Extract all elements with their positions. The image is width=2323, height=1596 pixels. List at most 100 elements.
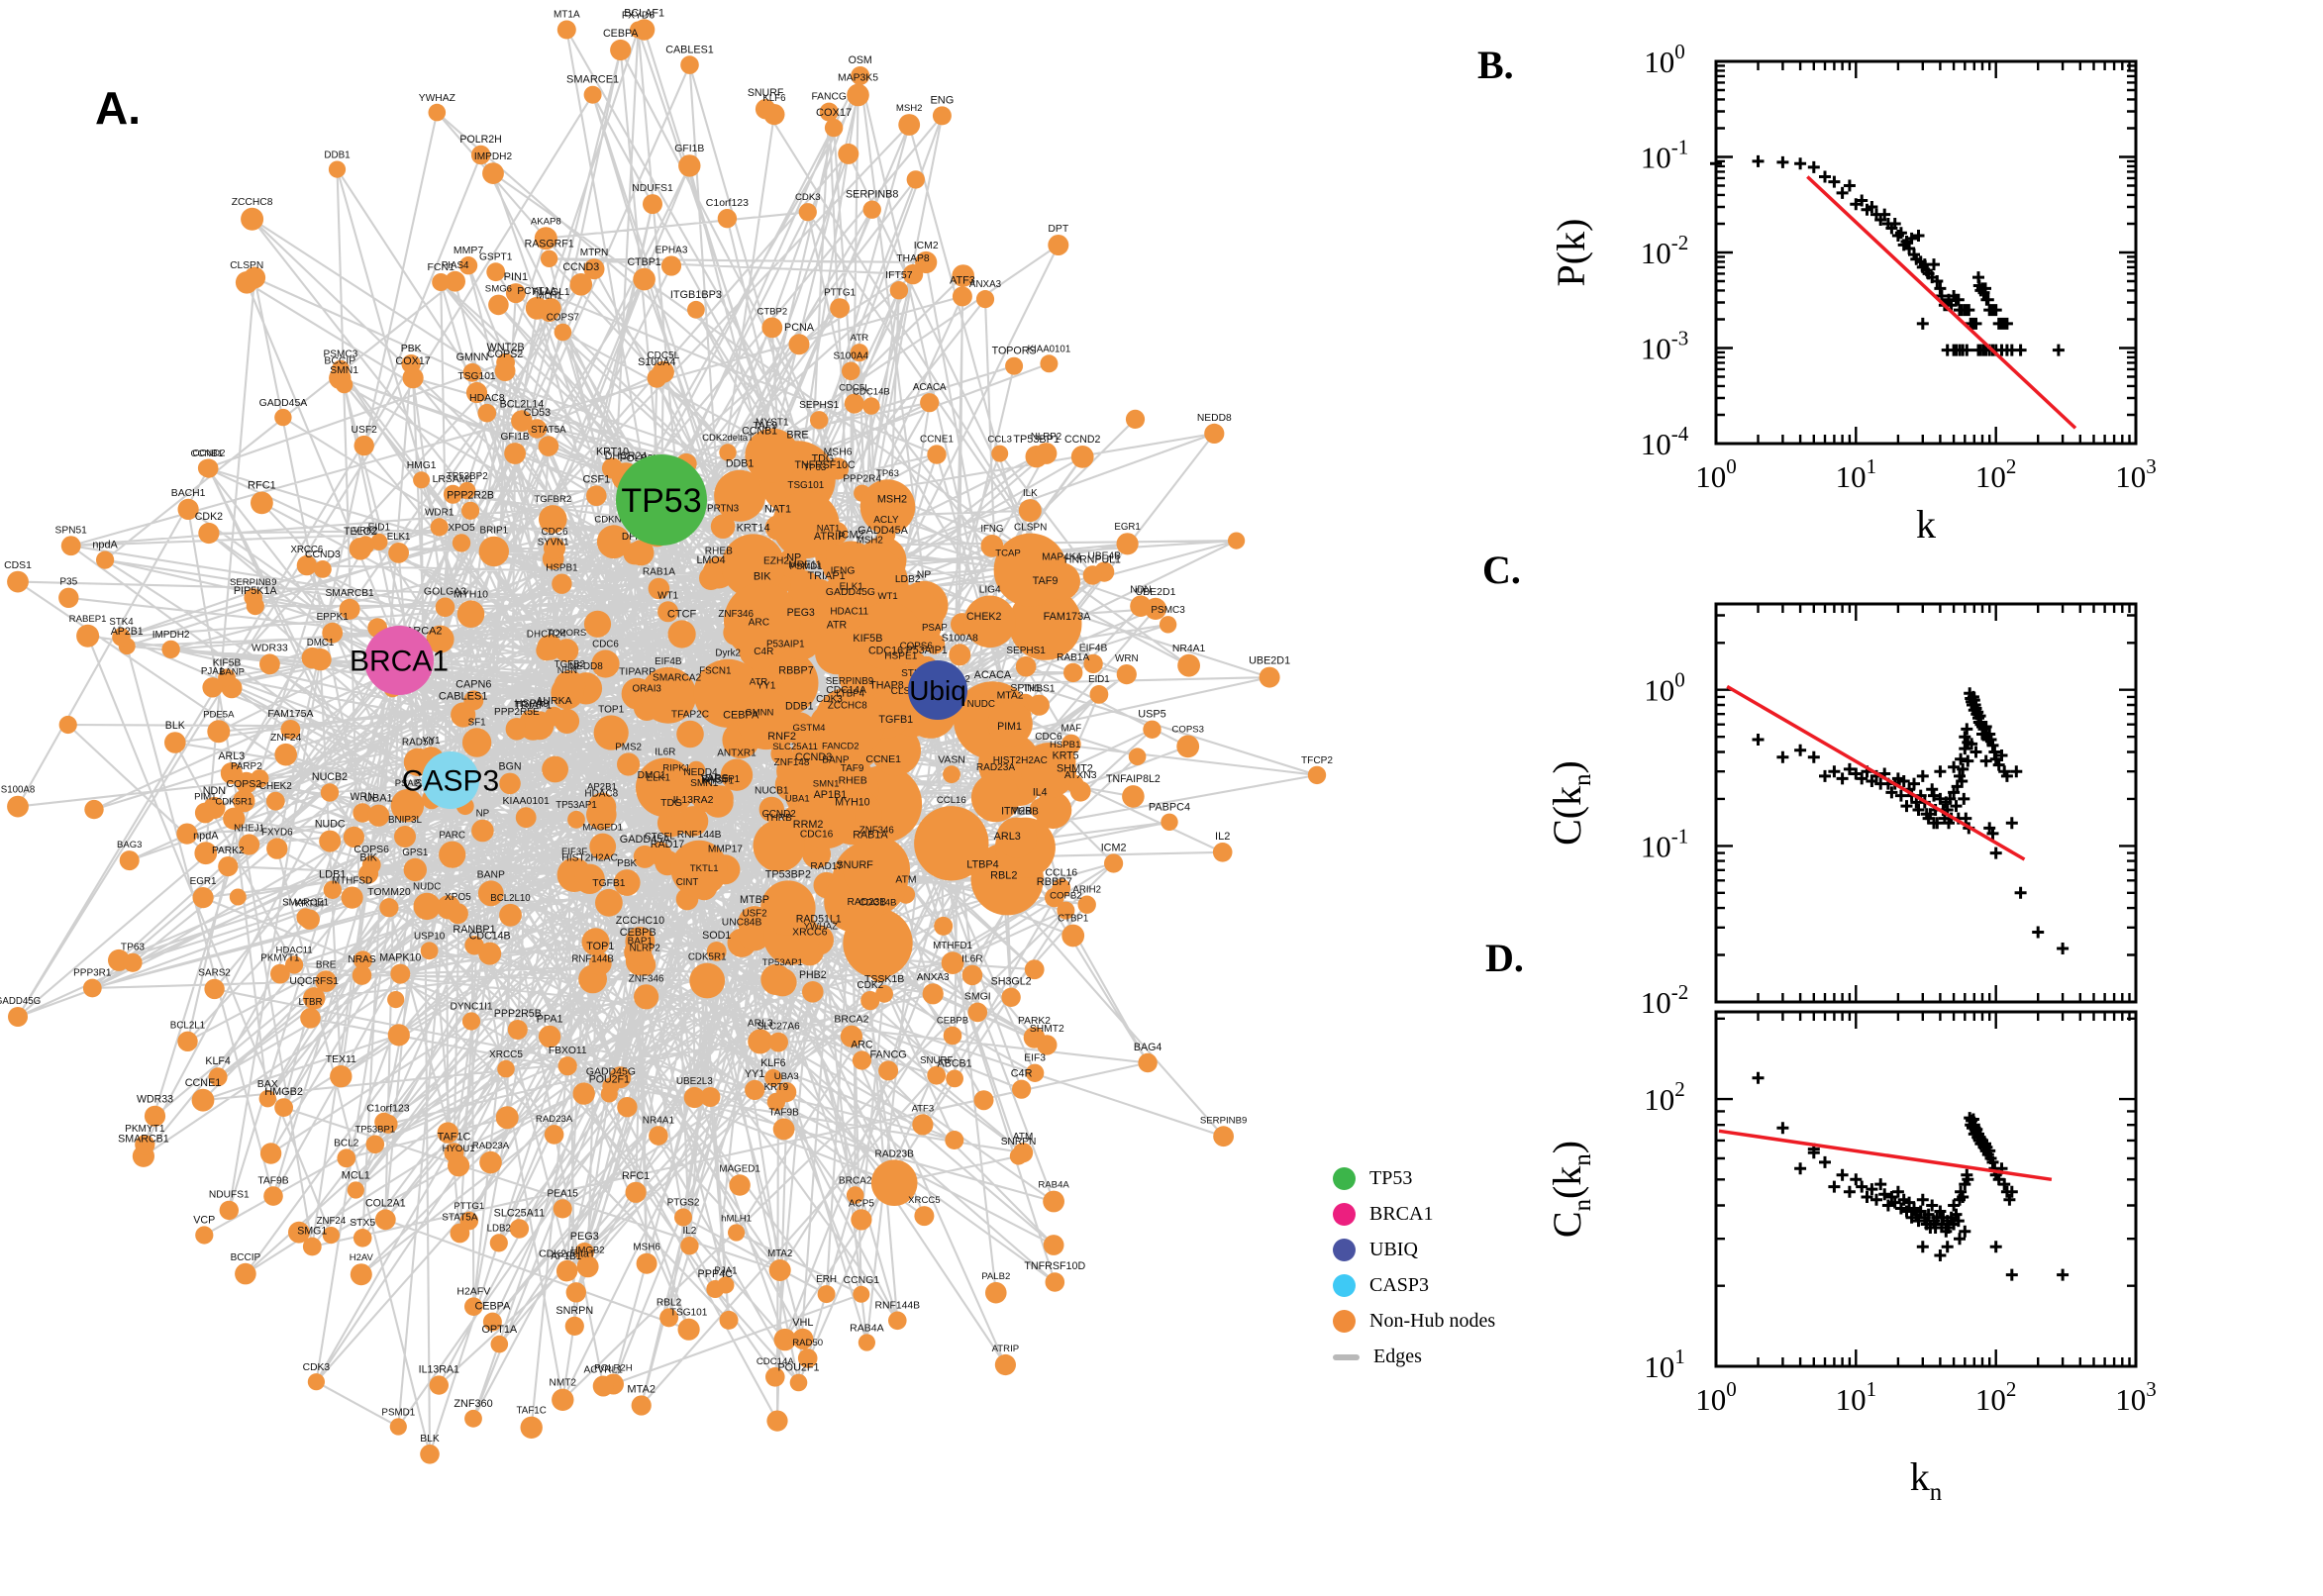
gene-label: AKAP8 [531,216,561,227]
non-hub-node [285,955,304,974]
non-hub-node [350,1263,372,1286]
non-hub-node [591,649,620,678]
edge-swatch-icon [1333,1353,1360,1360]
gene-label: ANTXR1 [717,748,757,759]
gene-label: RBBP7 [1037,876,1072,888]
gene-label: SNURF [748,87,784,99]
non-hub-node [507,1020,528,1040]
gene-label: GSTM4 [792,723,826,734]
non-hub-node [370,533,388,551]
non-hub-node [354,950,372,970]
gene-label: SMN1 [330,365,358,376]
non-hub-node [464,1297,483,1316]
gene-label: NR4A1 [643,1115,675,1126]
gene-label: SEPHS1 [799,400,840,411]
non-hub-node [495,1106,519,1130]
gene-label: CCNE1 [920,434,954,445]
gene-label: FXYD6 [261,827,293,838]
gene-label: KLF6 [762,93,785,104]
non-hub-node [251,491,273,515]
hub-nodes: TP53 BRCA1 Ubiq CASP3 [350,454,967,809]
gene-label: RABEP1 [69,614,107,625]
non-hub-node [810,411,829,430]
gene-label: COPS2 [226,778,261,790]
gene-label: ANXA3 [917,972,950,983]
non-hub-node [565,1282,586,1303]
non-hub-node [413,892,441,921]
non-hub-node [456,600,485,628]
gene-label: SLC25A11 [772,742,818,752]
non-hub-node [314,560,332,578]
non-hub-node [464,936,484,955]
non-hub-node [634,984,659,1010]
non-hub-node [766,1410,788,1432]
gene-label: GADD45A [620,834,671,846]
panel-b-label: B. [1477,43,1514,87]
gene-label: STK4 [109,617,134,628]
non-hub-node [388,543,409,563]
gene-label: MMP17 [708,844,743,854]
gene-label: CDK3 [303,1362,331,1373]
non-hub-node [1045,887,1064,908]
non-hub-node [354,435,374,456]
non-hub-node [583,85,602,104]
gene-label: MTPN [580,248,609,258]
gene-label: CEBPA [603,28,639,40]
non-hub-node [648,577,670,600]
non-hub-node [379,898,399,918]
gene-label: PIM1 [194,792,216,803]
non-hub-node [470,145,491,165]
non-hub-node [922,983,944,1005]
gene-label: EPHA3 [656,245,688,255]
gene-label: CHEK2 [259,781,292,792]
gene-label: TGFB2 [555,659,585,670]
gene-label: WT1 [657,590,678,601]
non-hub-node [229,888,247,906]
non-hub-node [270,963,290,984]
gene-label: EID1 [1088,674,1110,685]
non-hub-node [544,537,565,559]
non-hub-node [439,841,466,868]
non-hub-node [687,300,705,319]
gene-label: EGR1 [190,876,217,887]
axis-tick-label: 10-3 [1641,327,1689,366]
gene-label: BANP [219,666,245,677]
non-hub-node [464,1409,482,1428]
gene-label: BGN [499,761,522,773]
gene-label: SPN51 [55,525,88,536]
non-hub-node [343,826,364,848]
non-hub-node [202,677,223,698]
non-hub-node [430,518,449,537]
gene-label: XPO5 [448,523,475,534]
non-hub-node [309,648,332,671]
gene-label: FSCN1 [699,666,732,677]
non-hub-node [536,640,557,661]
gene-label: NHEJ1 [234,823,264,834]
non-hub-node [544,1125,564,1145]
gene-label: CDC14A [826,685,866,696]
gene-label: BLK [420,1434,440,1445]
gene-label: XRCC5 [489,1049,523,1060]
non-hub-node [458,256,478,275]
gene-label: MCL1 [342,1169,370,1181]
gene-label: OSM [849,54,872,66]
gene-label: ACLY [873,515,899,526]
gene-label: YY1 [757,680,776,691]
gene-label: C1orf123 [706,197,749,209]
gene-label: NUDC [967,699,995,710]
gene-label: SERPINB9 [230,577,276,588]
gene-label: ATF3 [912,1103,935,1114]
non-hub-node [588,952,612,975]
non-hub-node [1161,813,1178,831]
gene-label: TKTL1 [690,863,719,874]
non-hub-node [1259,666,1280,688]
non-hub-node [973,1090,994,1111]
non-hub-node [870,725,921,776]
gene-label: PARP2 [231,761,262,772]
non-hub-node [975,290,995,309]
gene-label: IL13RA1 [419,1363,459,1375]
non-hub-node [478,942,502,965]
gene-label: TSSK1B [864,973,904,985]
non-hub-node [413,471,431,489]
non-hub-node [920,393,940,413]
